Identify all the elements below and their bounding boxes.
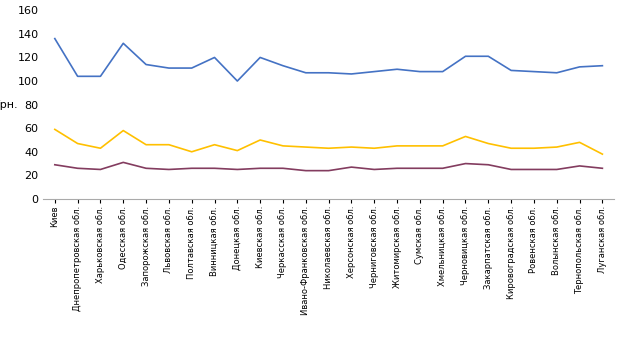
В целом по рынку [439,144,446,148]
Отечественный [371,167,378,172]
Импортный [257,55,264,60]
Импортный [165,66,172,70]
В целом по рынку [120,129,127,133]
Импортный [325,71,332,75]
Импортный [416,70,423,74]
Импортный [143,62,150,67]
В целом по рынку [530,146,538,150]
Импортный [507,68,515,72]
Импортный [576,65,583,69]
Y-axis label: Грн.: Грн. [0,99,19,110]
Отечественный [530,167,538,172]
В целом по рынку [51,127,58,131]
В целом по рынку [97,146,104,150]
Импортный [348,72,355,76]
В целом по рынку [416,144,423,148]
Отечественный [188,166,195,170]
В целом по рынку [485,141,492,145]
Отечественный [553,167,560,172]
В целом по рынку [257,138,264,142]
Отечественный [462,162,469,166]
В целом по рынку [211,143,218,147]
Импортный [211,55,218,60]
Отечественный [97,167,104,172]
Отечественный [485,163,492,167]
Импортный [120,41,127,45]
В целом по рынку [599,152,606,156]
Отечественный [51,163,58,167]
Отечественный [439,166,446,170]
Отечественный [507,167,515,172]
Line: Отечественный: Отечественный [55,162,603,171]
В целом по рынку [234,149,241,153]
В целом по рынку [393,144,401,148]
В целом по рынку [143,143,150,147]
Отечественный [279,166,286,170]
Импортный [439,70,446,74]
Импортный [553,71,560,75]
В целом по рынку [279,144,286,148]
Импортный [485,54,492,58]
Отечественный [143,166,150,170]
Импортный [599,64,606,68]
В целом по рынку [74,141,81,145]
Импортный [371,70,378,74]
В целом по рынку [576,140,583,144]
Отечественный [393,166,401,170]
Импортный [530,70,538,74]
В целом по рынку [188,150,195,154]
Отечественный [74,166,81,170]
Импортный [462,54,469,58]
Отечественный [325,169,332,173]
Отечественный [302,169,309,173]
Импортный [74,74,81,79]
Импортный [97,74,104,79]
Отечественный [165,167,172,172]
В целом по рынку [302,145,309,149]
Импортный [188,66,195,70]
Импортный [234,79,241,83]
В целом по рынку [507,146,515,150]
Импортный [302,71,309,75]
Отечественный [257,166,264,170]
Импортный [393,67,401,71]
В целом по рынку [371,146,378,150]
Импортный [279,64,286,68]
Line: В целом по рынку: В целом по рынку [55,129,603,154]
Отечественный [576,164,583,168]
Отечественный [120,160,127,164]
Импортный [51,36,58,40]
В целом по рынку [462,134,469,139]
Отечественный [211,166,218,170]
Line: Импортный: Импортный [55,38,603,81]
В целом по рынку [325,146,332,150]
Отечественный [416,166,423,170]
В целом по рынку [165,143,172,147]
В целом по рынку [553,145,560,149]
Отечественный [599,166,606,170]
Отечественный [234,167,241,172]
Отечественный [348,165,355,169]
В целом по рынку [348,145,355,149]
